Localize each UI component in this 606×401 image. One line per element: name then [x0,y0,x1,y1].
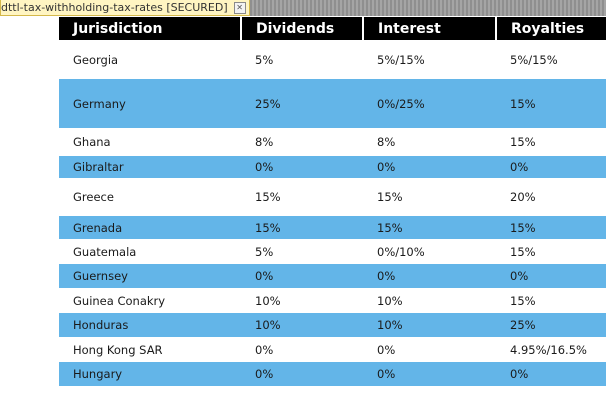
jurisdiction-cell: Hong Kong SAR [59,337,241,362]
interest-cell: 8% [363,128,496,156]
table-row: Germany 25% 0%/25% 15% [59,79,606,128]
dividends-cell: 5% [241,40,363,79]
dividends-cell: 0% [241,362,363,386]
jurisdiction-cell: Ghana [59,128,241,156]
dividends-cell: 10% [241,313,363,337]
jurisdiction-cell: Georgia [59,40,241,79]
table-header-row: Jurisdiction Dividends Interest Royaltie… [59,17,606,40]
dividends-cell: 10% [241,288,363,313]
table-row: Georgia 5% 5%/15% 5%/15% [59,40,606,79]
interest-cell: 0% [363,362,496,386]
royalties-cell: 15% [496,288,606,313]
withholding-tax-table: Jurisdiction Dividends Interest Royaltie… [59,17,606,386]
dividends-cell: 0% [241,337,363,362]
document-tab[interactable]: dttl-tax-withholding-tax-rates [SECURED]… [0,0,250,16]
header-jurisdiction: Jurisdiction [59,17,242,40]
table-row: Hungary 0% 0% 0% [59,362,606,386]
table-row: Greece 15% 15% 20% [59,178,606,216]
interest-cell: 0% [363,156,496,178]
royalties-cell: 5%/15% [496,40,606,79]
table-row: Hong Kong SAR 0% 0% 4.95%/16.5% [59,337,606,362]
royalties-cell: 15% [496,216,606,239]
header-dividends: Dividends [241,17,364,40]
royalties-cell: 20% [496,178,606,216]
jurisdiction-cell: Guernsey [59,264,241,288]
jurisdiction-cell: Guinea Conakry [59,288,241,313]
royalties-cell: 0% [496,362,606,386]
table-row: Gibraltar 0% 0% 0% [59,156,606,178]
interest-cell: 5%/15% [363,40,496,79]
royalties-cell: 25% [496,313,606,337]
interest-cell: 15% [363,178,496,216]
dividends-cell: 8% [241,128,363,156]
dividends-cell: 0% [241,156,363,178]
table-row: Ghana 8% 8% 15% [59,128,606,156]
dividends-cell: 15% [241,216,363,239]
interest-cell: 10% [363,313,496,337]
dividends-cell: 0% [241,264,363,288]
document-tab-title: dttl-tax-withholding-tax-rates [SECURED] [1,1,228,14]
jurisdiction-cell: Gibraltar [59,156,241,178]
table-row: Guatemala 5% 0%/10% 15% [59,239,606,264]
table-row: Grenada 15% 15% 15% [59,216,606,239]
header-interest: Interest [363,17,497,40]
royalties-cell: 0% [496,264,606,288]
dividends-cell: 15% [241,178,363,216]
interest-cell: 15% [363,216,496,239]
royalties-cell: 15% [496,128,606,156]
jurisdiction-cell: Guatemala [59,239,241,264]
dividends-cell: 5% [241,239,363,264]
close-icon[interactable]: ✕ [233,1,246,14]
royalties-cell: 15% [496,239,606,264]
interest-cell: 0% [363,337,496,362]
royalties-cell: 15% [496,79,606,128]
table-row: Guinea Conakry 10% 10% 15% [59,288,606,313]
header-royalties: Royalties [496,17,606,40]
jurisdiction-cell: Greece [59,178,241,216]
jurisdiction-cell: Germany [59,79,241,128]
interest-cell: 0%/25% [363,79,496,128]
interest-cell: 10% [363,288,496,313]
jurisdiction-cell: Grenada [59,216,241,239]
table-row: Guernsey 0% 0% 0% [59,264,606,288]
royalties-cell: 0% [496,156,606,178]
interest-cell: 0% [363,264,496,288]
dividends-cell: 25% [241,79,363,128]
jurisdiction-cell: Hungary [59,362,241,386]
interest-cell: 0%/10% [363,239,496,264]
jurisdiction-cell: Honduras [59,313,241,337]
table-row: Honduras 10% 10% 25% [59,313,606,337]
royalties-cell: 4.95%/16.5% [496,337,606,362]
